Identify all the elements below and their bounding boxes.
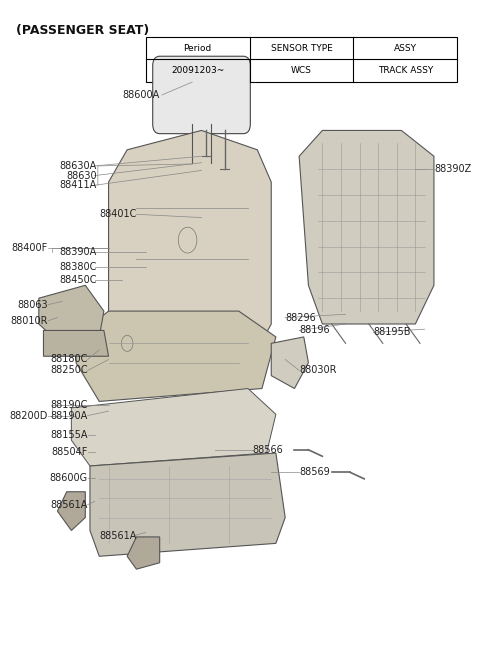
PathPatch shape xyxy=(127,537,160,569)
Text: 88296: 88296 xyxy=(285,312,316,323)
Text: 88195B: 88195B xyxy=(373,327,411,338)
Text: 88030R: 88030R xyxy=(299,365,336,375)
Text: 88190C: 88190C xyxy=(50,400,88,410)
PathPatch shape xyxy=(299,130,434,324)
Text: 88600G: 88600G xyxy=(49,472,88,483)
Text: WCS: WCS xyxy=(291,66,312,75)
Text: 88380C: 88380C xyxy=(60,262,97,272)
Text: ASSY: ASSY xyxy=(394,43,417,52)
Text: 88390A: 88390A xyxy=(60,247,97,257)
Text: 88411A: 88411A xyxy=(60,180,97,191)
Text: 88450C: 88450C xyxy=(60,275,97,285)
PathPatch shape xyxy=(90,453,285,556)
Text: 88196: 88196 xyxy=(299,325,330,336)
Text: (PASSENGER SEAT): (PASSENGER SEAT) xyxy=(15,24,149,37)
Text: 88569: 88569 xyxy=(299,467,330,478)
Text: SENSOR TYPE: SENSOR TYPE xyxy=(271,43,332,52)
Bar xyxy=(146,37,457,82)
FancyBboxPatch shape xyxy=(153,56,251,133)
Text: 20091203~: 20091203~ xyxy=(171,66,224,75)
Text: 88566: 88566 xyxy=(252,445,283,455)
Text: 88504F: 88504F xyxy=(51,446,88,457)
Text: 88200D: 88200D xyxy=(10,411,48,421)
Text: TRACK ASSY: TRACK ASSY xyxy=(378,66,433,75)
PathPatch shape xyxy=(271,337,309,389)
Text: 88630: 88630 xyxy=(66,170,97,181)
Text: 88630A: 88630A xyxy=(60,161,97,171)
PathPatch shape xyxy=(39,285,104,350)
Text: 88155A: 88155A xyxy=(50,430,88,440)
Text: 88390Z: 88390Z xyxy=(434,164,471,174)
Text: 88190A: 88190A xyxy=(50,411,88,421)
Text: 88561A: 88561A xyxy=(99,531,136,540)
PathPatch shape xyxy=(76,311,276,401)
Text: 88250C: 88250C xyxy=(50,365,88,375)
Text: 88180C: 88180C xyxy=(50,354,88,364)
Text: 88063: 88063 xyxy=(17,299,48,310)
PathPatch shape xyxy=(108,130,271,350)
Text: 88010R: 88010R xyxy=(11,316,48,326)
Text: Period: Period xyxy=(183,43,212,52)
PathPatch shape xyxy=(44,330,108,356)
PathPatch shape xyxy=(58,492,85,531)
Text: 88400F: 88400F xyxy=(12,243,48,253)
Text: 88561A: 88561A xyxy=(50,500,88,510)
Text: 88600A: 88600A xyxy=(122,90,160,100)
Text: 88401C: 88401C xyxy=(99,209,136,219)
PathPatch shape xyxy=(72,389,276,466)
